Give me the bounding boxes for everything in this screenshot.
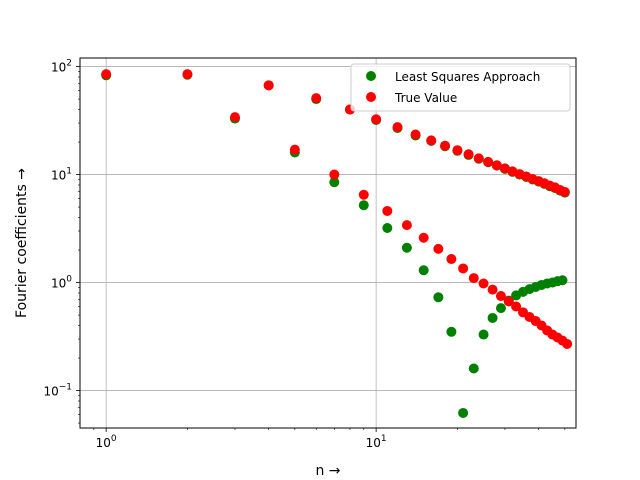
plot-area bbox=[79, 57, 577, 429]
true-value-point bbox=[463, 149, 474, 160]
legend-box bbox=[350, 63, 571, 112]
y-axis-label: Fourier coefficients → bbox=[14, 168, 30, 318]
least-squares-point bbox=[487, 312, 498, 323]
true-value-point bbox=[487, 284, 498, 295]
true-value-point bbox=[468, 273, 479, 284]
true-value-point bbox=[426, 135, 437, 146]
true-value-point bbox=[392, 122, 403, 133]
least-squares-point bbox=[468, 363, 479, 374]
y-tick-label: 101 bbox=[51, 167, 72, 183]
least-squares-point bbox=[401, 242, 412, 253]
true-value-point bbox=[491, 160, 502, 171]
least-squares-point bbox=[382, 222, 393, 233]
true-value-point bbox=[440, 140, 451, 151]
least-squares-point bbox=[433, 292, 444, 303]
x-axis-label: n → bbox=[315, 463, 340, 479]
y-tick-label: 10−1 bbox=[43, 383, 72, 399]
true-value-point bbox=[458, 263, 469, 274]
true-value-point bbox=[289, 144, 300, 155]
true-value-point bbox=[495, 291, 506, 302]
legend-label-true-value: True Value bbox=[394, 91, 457, 105]
true-value-point bbox=[101, 69, 112, 80]
true-value-point bbox=[511, 301, 522, 312]
grid bbox=[80, 58, 576, 428]
legend-marker-true-value bbox=[366, 92, 376, 102]
true-value-point bbox=[433, 243, 444, 254]
y-tick-label: 100 bbox=[51, 275, 72, 291]
true-value-point bbox=[559, 186, 570, 197]
true-value-point bbox=[483, 156, 494, 167]
true-value-point bbox=[418, 232, 429, 243]
true-value-point bbox=[473, 153, 484, 164]
true-value-point bbox=[382, 205, 393, 216]
true-value-point bbox=[329, 169, 340, 180]
x-tick-label: 100 bbox=[96, 434, 117, 450]
least-squares-point bbox=[557, 275, 568, 286]
true-value-point bbox=[452, 145, 463, 156]
true-value-point bbox=[410, 129, 421, 140]
legend-marker-least-squares bbox=[366, 71, 376, 81]
least-squares-point bbox=[446, 326, 457, 337]
true-value-point bbox=[478, 278, 489, 289]
true-value-point bbox=[371, 114, 382, 125]
true-value-point bbox=[503, 296, 514, 307]
true-value-point bbox=[401, 220, 412, 231]
true-value-point bbox=[562, 338, 573, 349]
axis-ticks: 100 101 10−1 100 101 102 bbox=[43, 59, 566, 450]
true-value-point bbox=[446, 254, 457, 265]
true-value-point bbox=[182, 69, 193, 80]
least-squares-point bbox=[418, 265, 429, 276]
least-squares-point bbox=[478, 329, 489, 340]
least-squares-point bbox=[495, 303, 506, 314]
true-value-point bbox=[311, 93, 322, 104]
least-squares-point bbox=[329, 177, 340, 188]
y-tick-label: 102 bbox=[51, 59, 72, 75]
least-squares-point bbox=[358, 200, 369, 211]
legend: Least Squares Approach True Value bbox=[350, 63, 571, 112]
legend-label-least-squares: Least Squares Approach bbox=[395, 70, 540, 84]
true-value-point bbox=[263, 80, 274, 91]
true-value-point bbox=[229, 112, 240, 123]
true-value-point bbox=[358, 189, 369, 200]
x-tick-label: 101 bbox=[366, 434, 387, 450]
true-value-point bbox=[499, 163, 510, 174]
data-points bbox=[101, 69, 573, 418]
least-squares-point bbox=[458, 407, 469, 418]
